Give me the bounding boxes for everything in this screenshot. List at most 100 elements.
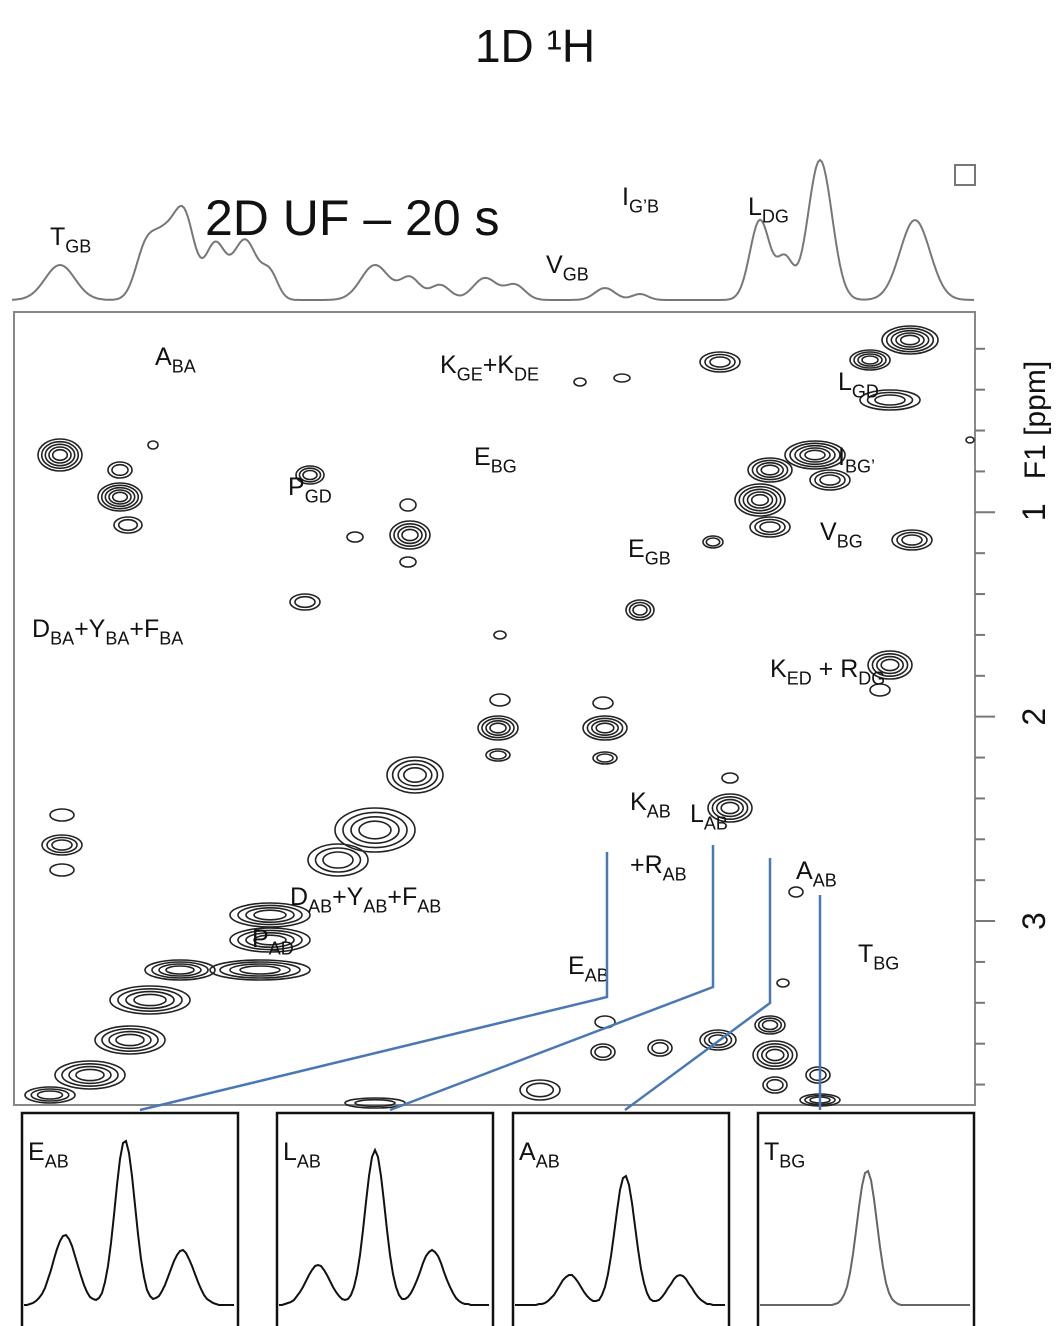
label-main: I xyxy=(622,183,629,211)
label-sub: BA xyxy=(159,629,183,649)
contour xyxy=(574,378,586,386)
subtitle: 2D UF – 20 s xyxy=(205,190,500,246)
label-main: +Y xyxy=(332,883,364,911)
label-sub: GB xyxy=(645,549,671,569)
label-sub: AB xyxy=(704,814,728,834)
peak-label: IBG’ xyxy=(838,443,875,477)
contour xyxy=(400,499,416,511)
contour xyxy=(748,458,792,482)
peak-label: IG’B xyxy=(622,183,659,217)
contour xyxy=(760,522,780,532)
contour xyxy=(166,966,194,974)
label-main: L xyxy=(690,800,704,828)
label-main: +F xyxy=(387,883,417,911)
peak-label: DBA+YBA+FBA xyxy=(32,615,183,649)
contour xyxy=(112,465,128,476)
peak-label: LGD xyxy=(838,368,879,402)
contour xyxy=(633,605,647,615)
marker-box xyxy=(955,165,975,185)
contour xyxy=(490,751,506,759)
label-main: +K xyxy=(483,351,515,379)
peak-label: KED + RDG xyxy=(770,655,885,689)
contour xyxy=(850,350,890,370)
peak-label: DAB+YAB+FAB xyxy=(290,883,441,917)
contour xyxy=(38,1091,63,1099)
contour xyxy=(490,694,510,706)
inset-trace xyxy=(279,1150,489,1305)
label-sub: BA xyxy=(50,629,74,649)
label-sub: BG xyxy=(491,457,517,477)
contour xyxy=(210,960,310,980)
contour xyxy=(595,1047,611,1058)
contour xyxy=(50,809,74,821)
contour xyxy=(722,773,738,783)
label-main: L xyxy=(748,193,762,221)
contour xyxy=(862,356,878,364)
contour xyxy=(494,631,506,639)
label-sub: BG’ xyxy=(845,457,875,477)
label-sub: AB xyxy=(813,871,837,891)
inset-frame xyxy=(758,1113,974,1326)
contour xyxy=(400,557,416,567)
label-main: E xyxy=(474,443,491,471)
contour xyxy=(766,1049,784,1060)
contour xyxy=(761,465,779,475)
contour xyxy=(323,852,353,868)
peak-label: AAB xyxy=(519,1138,560,1172)
tick-label: 1 xyxy=(1016,503,1052,521)
peak-label: TBG xyxy=(764,1138,805,1172)
inset-trace xyxy=(760,1171,970,1305)
contour xyxy=(303,471,317,480)
contour xyxy=(820,475,840,485)
label-main: +R xyxy=(630,851,663,879)
label-main: D xyxy=(32,615,50,643)
tick-label: 3 xyxy=(1016,912,1052,930)
contour xyxy=(790,443,840,466)
peak-label: LAB xyxy=(283,1138,321,1172)
contour xyxy=(76,1069,104,1080)
label-sub: AB xyxy=(647,802,671,822)
contour xyxy=(148,441,158,449)
contour xyxy=(50,864,74,876)
peak-label: VBG xyxy=(820,518,863,552)
contour xyxy=(52,840,72,850)
axis-label: F1 [ppm] xyxy=(1019,361,1052,479)
connector xyxy=(625,858,770,1110)
contour xyxy=(739,487,781,514)
contour xyxy=(710,357,730,367)
label-sub: BG xyxy=(779,1152,805,1172)
label-main: +Y xyxy=(74,615,106,643)
label-main: T xyxy=(858,940,873,968)
label-sub: AB xyxy=(308,897,332,917)
label-main: K xyxy=(440,351,457,379)
label-main: A xyxy=(155,343,172,371)
label-sub: GB xyxy=(563,265,589,285)
label-sub: BA xyxy=(105,629,129,649)
peak-label: EAB xyxy=(28,1138,69,1172)
peak-label: LDG xyxy=(748,193,789,227)
label-sub: AB xyxy=(536,1152,560,1172)
label-sub: GE xyxy=(457,365,483,385)
contour xyxy=(116,1034,144,1045)
peak-label: KAB xyxy=(630,788,671,822)
label-sub: BG xyxy=(873,954,899,974)
contour xyxy=(490,723,506,733)
label-main: A xyxy=(519,1138,536,1166)
label-sub: ED xyxy=(787,669,812,689)
label-sub: AB xyxy=(297,1152,321,1172)
contour xyxy=(583,716,627,740)
label-sub: BA xyxy=(172,357,196,377)
contours xyxy=(25,326,974,1108)
connector xyxy=(390,845,713,1110)
peak-label: VGB xyxy=(546,251,589,285)
contour xyxy=(359,821,391,839)
tick-label: 2 xyxy=(1016,708,1052,726)
contour xyxy=(404,768,426,782)
inset-trace xyxy=(515,1176,725,1305)
contour xyxy=(593,697,613,709)
contour xyxy=(55,1061,125,1089)
label-sub: DG xyxy=(858,669,885,689)
contour xyxy=(652,1043,668,1054)
contour xyxy=(347,532,363,542)
label-main: A xyxy=(796,857,813,885)
